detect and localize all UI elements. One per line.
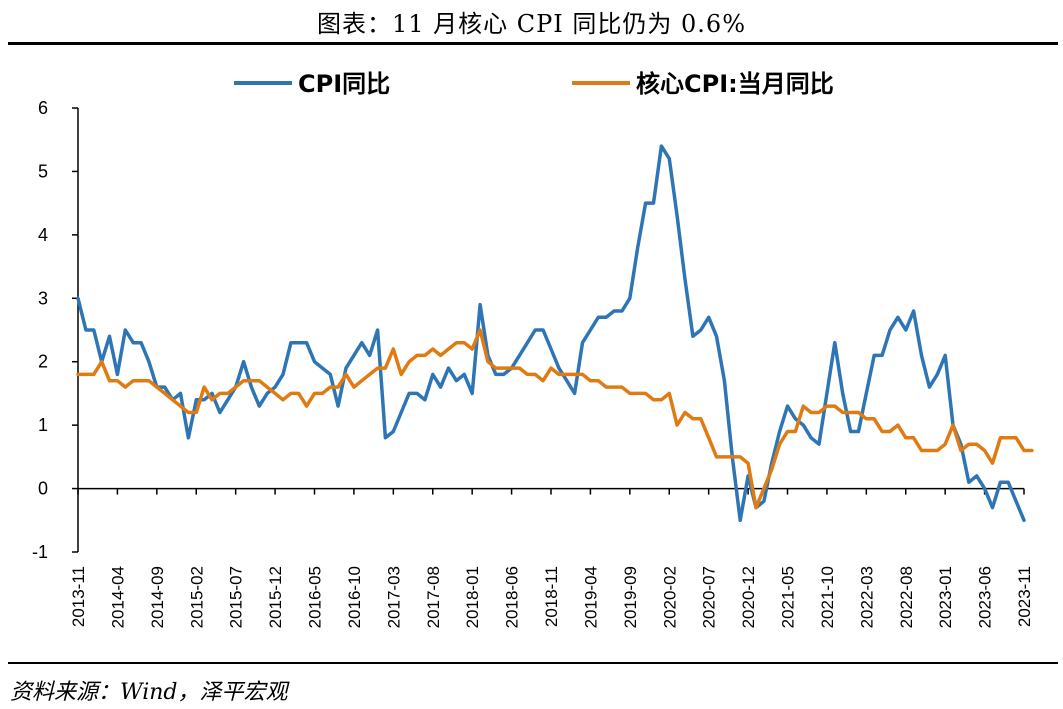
y-tick-label: 3 <box>38 288 48 308</box>
cpi-series-line <box>76 144 1026 523</box>
y-tick-label: 4 <box>38 225 48 245</box>
x-tick-label: 2019-09 <box>621 566 640 628</box>
x-tick-label: 2018-11 <box>542 566 561 627</box>
x-tick-label: 2013-11 <box>69 566 88 627</box>
x-tick-label: 2018-01 <box>463 566 482 628</box>
x-tick-label: 2020-02 <box>660 566 679 628</box>
source-note: 资料来源：Wind，泽平宏观 <box>10 680 288 705</box>
x-tick-label: 2020-07 <box>700 566 719 628</box>
x-tick-label: 2023-11 <box>1015 566 1034 627</box>
x-tick-label: 2019-04 <box>581 566 600 628</box>
y-tick-label: -1 <box>32 542 48 562</box>
x-tick-label: 2023-01 <box>936 566 955 628</box>
top-rule <box>8 42 1058 45</box>
bottom-rule <box>8 662 1058 664</box>
x-tick-label: 2021-10 <box>818 566 837 628</box>
x-tick-label: 2015-12 <box>266 566 285 628</box>
x-tick-label: 2015-07 <box>227 566 246 628</box>
legend-core-cpi-label: 核心CPI:当月同比 <box>636 70 834 98</box>
x-tick-label: 2022-03 <box>857 566 876 628</box>
legend-cpi-label: CPI同比 <box>298 70 390 98</box>
y-tick-label: 1 <box>38 415 48 435</box>
x-tick-label: 2021-05 <box>779 566 798 628</box>
x-tick-label: 2016-10 <box>345 566 364 628</box>
x-tick-label: 2017-08 <box>424 566 443 628</box>
x-tick-label: 2016-05 <box>306 566 325 628</box>
x-tick-label: 2017-03 <box>384 566 403 628</box>
y-tick-label: 5 <box>38 161 48 181</box>
x-tick-label: 2022-08 <box>897 566 916 628</box>
core-cpi-series-line <box>76 328 1034 510</box>
x-tick-label: 2014-09 <box>148 566 167 628</box>
chart-title: 图表：11 月核心 CPI 同比仍为 0.6% <box>316 10 747 38</box>
x-tick-label: 2014-04 <box>108 566 127 628</box>
y-tick-label: 6 <box>38 98 48 118</box>
x-tick-label: 2015-02 <box>187 566 206 628</box>
x-tick-label: 2018-06 <box>503 566 522 628</box>
y-tick-label: 0 <box>38 479 48 499</box>
y-tick-label: 2 <box>38 352 48 372</box>
x-tick-label: 2020-12 <box>739 566 758 628</box>
x-tick-label: 2023-06 <box>976 566 995 628</box>
